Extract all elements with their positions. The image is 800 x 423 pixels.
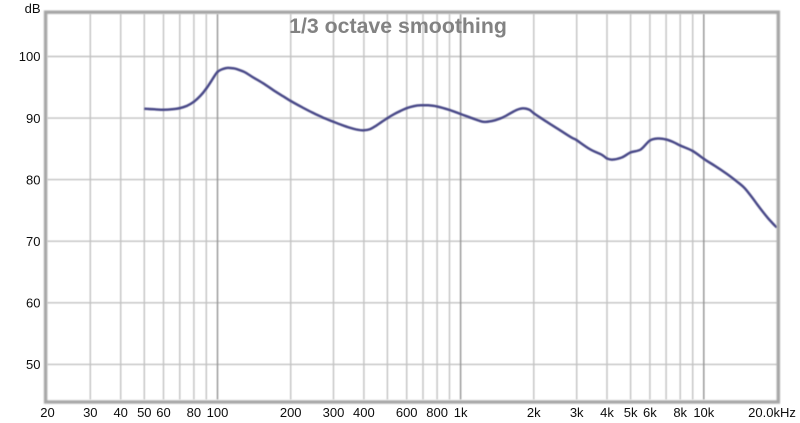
svg-text:3k: 3k bbox=[570, 405, 584, 420]
svg-text:50: 50 bbox=[137, 405, 151, 420]
svg-text:70: 70 bbox=[26, 234, 40, 249]
svg-text:60: 60 bbox=[156, 405, 170, 420]
svg-text:50: 50 bbox=[26, 357, 40, 372]
svg-text:100: 100 bbox=[19, 49, 41, 64]
svg-text:2k: 2k bbox=[527, 405, 541, 420]
svg-text:6k: 6k bbox=[643, 405, 657, 420]
svg-text:10k: 10k bbox=[693, 405, 714, 420]
svg-text:800: 800 bbox=[426, 405, 448, 420]
svg-text:20: 20 bbox=[40, 405, 54, 420]
svg-text:30: 30 bbox=[83, 405, 97, 420]
svg-text:90: 90 bbox=[26, 111, 40, 126]
svg-text:dB: dB bbox=[25, 1, 41, 16]
svg-text:80: 80 bbox=[187, 405, 201, 420]
svg-text:400: 400 bbox=[353, 405, 375, 420]
svg-text:80: 80 bbox=[26, 172, 40, 187]
svg-text:5k: 5k bbox=[624, 405, 638, 420]
svg-text:200: 200 bbox=[280, 405, 302, 420]
svg-text:1/3 octave smoothing: 1/3 octave smoothing bbox=[289, 14, 507, 38]
svg-text:300: 300 bbox=[323, 405, 345, 420]
svg-text:4k: 4k bbox=[600, 405, 614, 420]
svg-text:20.0kHz: 20.0kHz bbox=[748, 405, 796, 420]
svg-text:1k: 1k bbox=[454, 405, 468, 420]
svg-text:100: 100 bbox=[207, 405, 229, 420]
svg-text:60: 60 bbox=[26, 296, 40, 311]
svg-text:600: 600 bbox=[396, 405, 418, 420]
svg-text:8k: 8k bbox=[673, 405, 687, 420]
svg-text:40: 40 bbox=[113, 405, 127, 420]
